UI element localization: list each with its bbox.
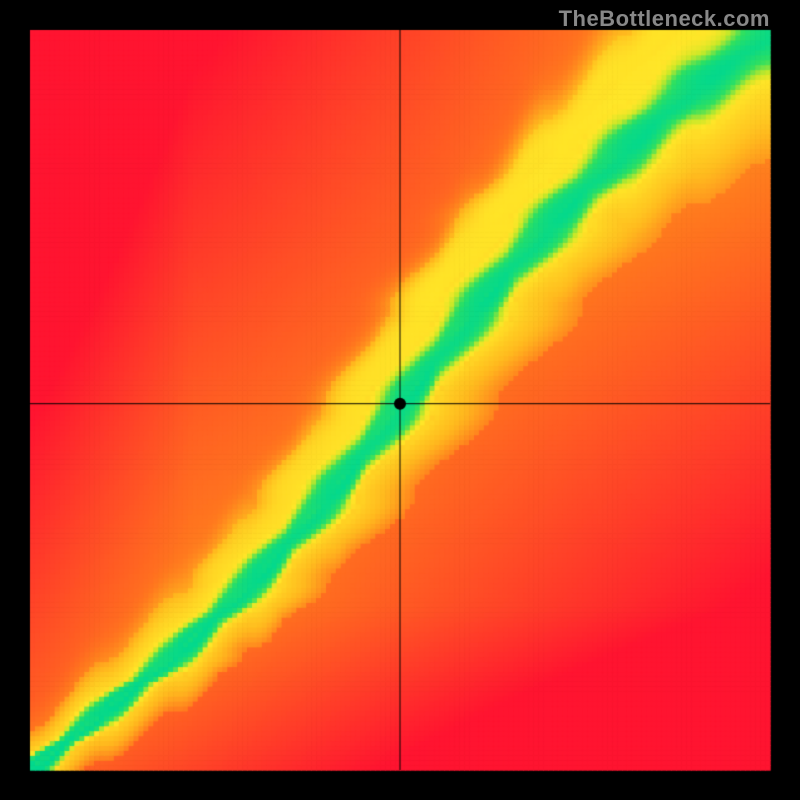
chart-container: TheBottleneck.com <box>0 0 800 800</box>
watermark-text: TheBottleneck.com <box>559 6 770 32</box>
bottleneck-heatmap <box>0 0 800 800</box>
